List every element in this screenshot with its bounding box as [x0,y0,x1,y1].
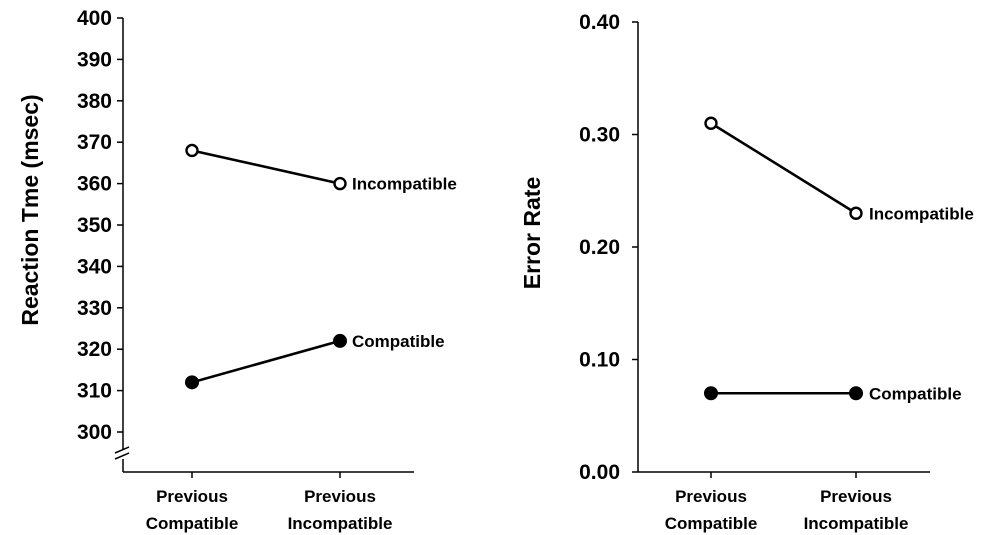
y-tick-label: 0.20 [579,236,620,259]
data-point [704,386,718,401]
data-point [185,375,199,390]
y-tick-label: 310 [77,380,112,403]
series-line [191,149,341,185]
y-axis-title: Error Rate [519,177,545,289]
y-tick-label: 0.00 [579,461,620,484]
y-tick-label: 0.30 [579,124,620,147]
x-tick-label: Previous Compatible [146,487,239,533]
y-tick-label: 350 [77,214,112,237]
y-tick-label: 400 [77,7,112,30]
y-tick-label: 390 [77,48,112,71]
y-tick-label: 0.10 [579,349,620,372]
data-point [704,116,718,130]
axis-break-mark [114,446,130,454]
series-label: Incompatible [352,175,457,194]
series-line [710,122,857,215]
series-label: Incompatible [869,204,974,223]
data-point [849,386,863,401]
x-tick-label: Previous Compatible [665,487,758,533]
data-point [333,176,347,191]
y-tick-label: 300 [77,421,112,444]
data-point [185,143,199,158]
x-tick-label: Previous Incompatible [288,487,393,533]
y-tick-label: 370 [77,131,112,154]
y-tick-label: 330 [77,297,112,320]
data-point [849,206,863,220]
series-label: Compatible [869,384,962,403]
y-tick-label: 360 [77,173,112,196]
x-tick-label: Previous Incompatible [804,487,909,533]
axis-break-mark [114,452,130,460]
reaction-time-chart: 300 310 320 330 340 350 360 370 380 390 400 Previou… [17,7,457,533]
error-rate-chart: 0.00 0.10 0.20 0.30 0.40 Previous Compatible Pr… [519,11,974,533]
y-axis-title: Reaction Tme (msec) [17,94,43,325]
y-tick-label: 340 [77,255,112,278]
y-tick-label: 380 [77,90,112,113]
y-tick-label: 320 [77,338,112,361]
data-point [333,333,347,348]
series-line [191,339,341,384]
series-label: Compatible [352,332,445,351]
y-tick-label: 0.40 [579,11,620,34]
